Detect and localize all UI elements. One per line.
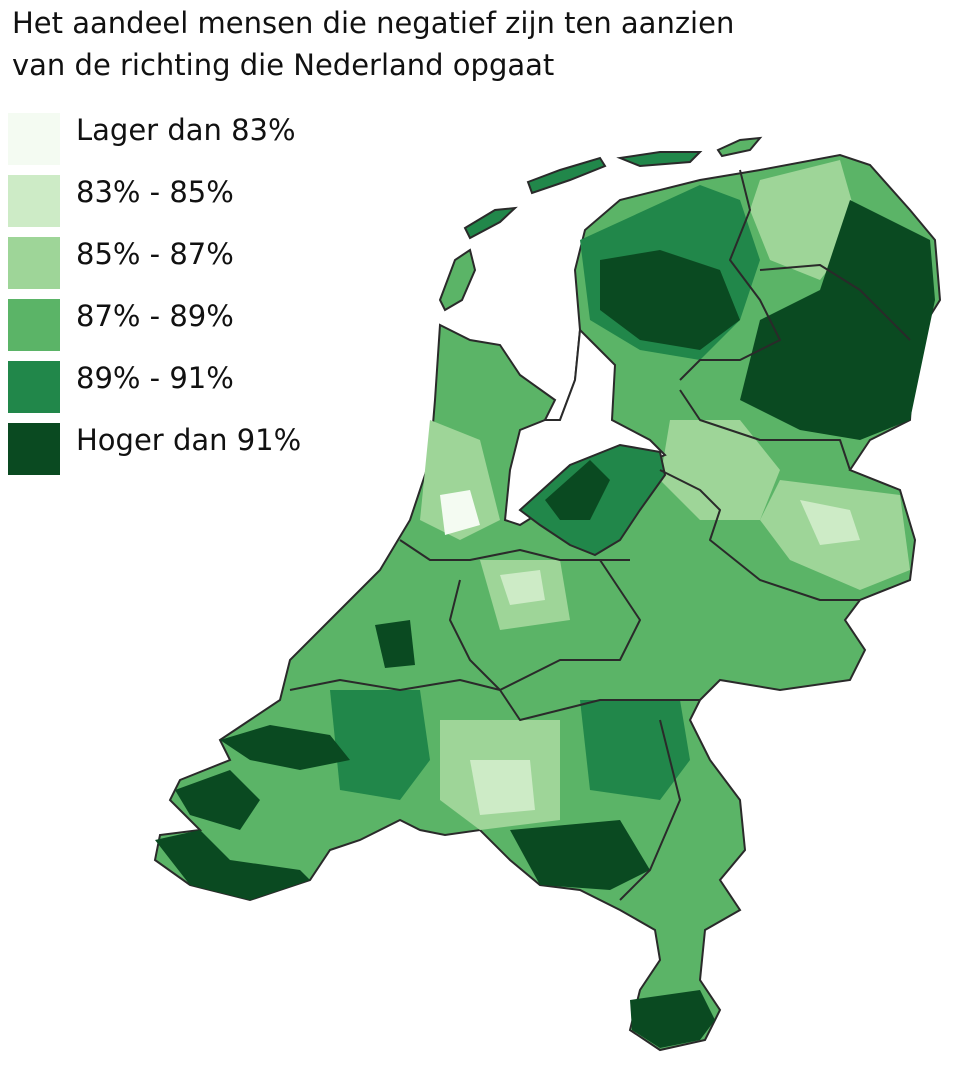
map xyxy=(153,136,942,1052)
legend-swatch xyxy=(8,113,60,165)
legend-label: 83% - 85% xyxy=(76,175,234,209)
legend: Lager dan 83% 83% - 85% 85% - 87% 87% - 89%… xyxy=(8,113,301,475)
legend-label: 89% - 91% xyxy=(76,361,234,395)
legend-swatch xyxy=(8,299,60,351)
legend-label: 85% - 87% xyxy=(76,237,234,271)
legend-swatch xyxy=(8,423,60,475)
legend-swatch xyxy=(8,237,60,289)
legend-swatch xyxy=(8,361,60,413)
legend-swatch xyxy=(8,175,60,227)
legend-label: Lager dan 83% xyxy=(76,113,296,147)
legend-label: 87% - 89% xyxy=(76,299,234,333)
title-line: Het aandeel mensen die negatief zijn ten… xyxy=(12,6,734,40)
legend-label: Hoger dan 91% xyxy=(76,423,301,457)
title-line: van de richting die Nederland opgaat xyxy=(12,48,554,82)
